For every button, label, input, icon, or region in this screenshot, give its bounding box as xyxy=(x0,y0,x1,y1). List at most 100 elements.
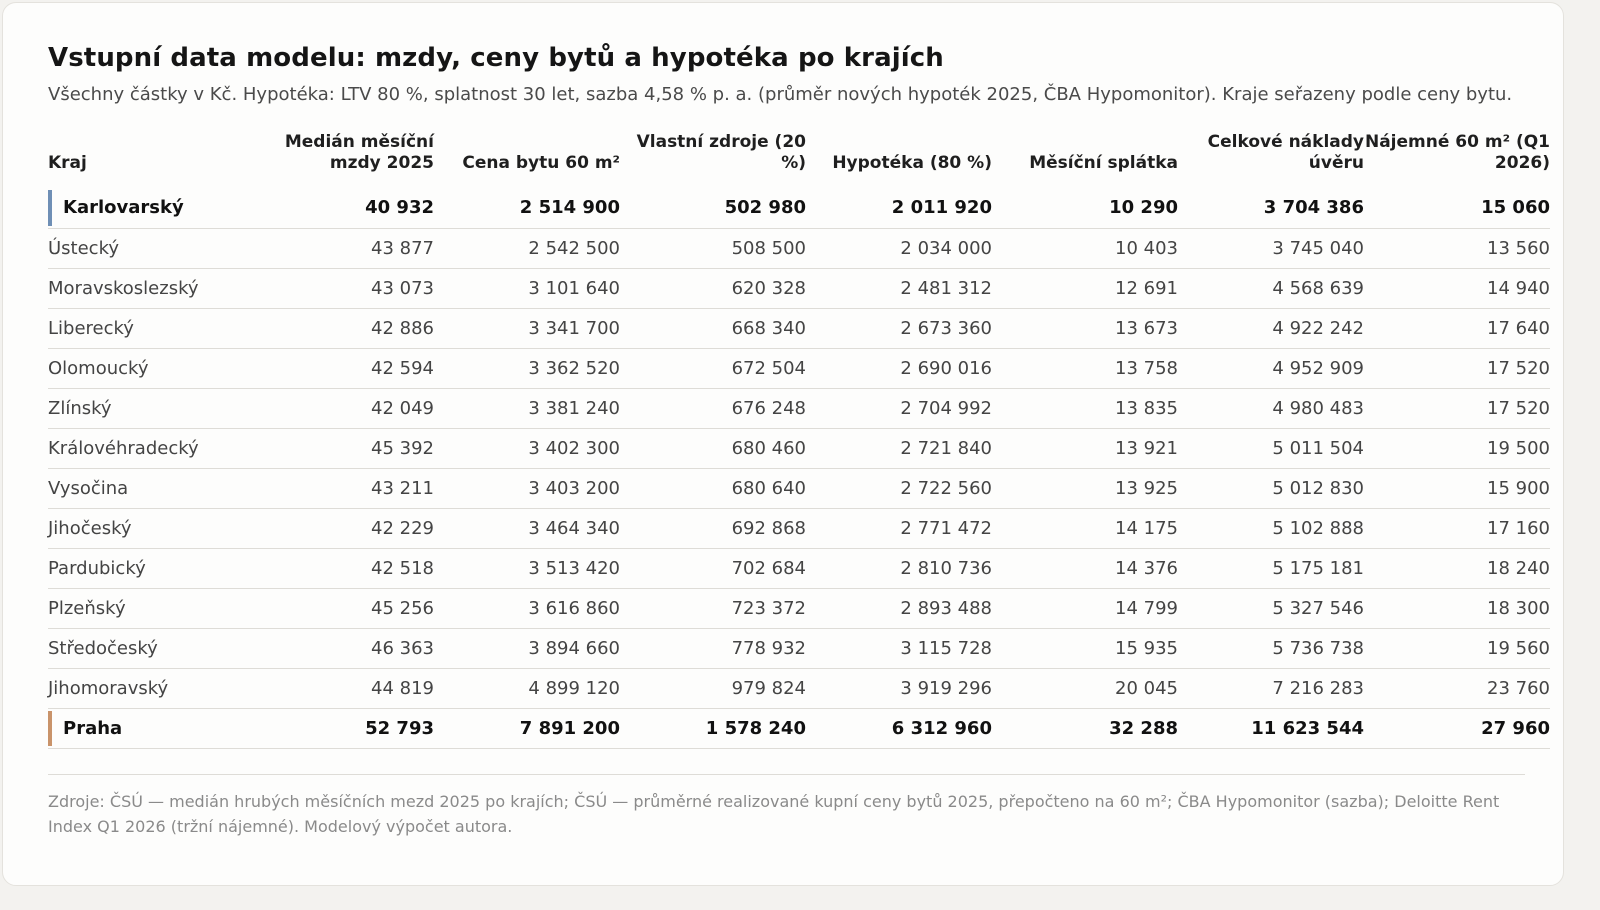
cell-splatka: 14 799 xyxy=(992,588,1178,629)
cell-najem: 23 760 xyxy=(1364,668,1550,709)
cell-value: 40 932 xyxy=(365,197,434,219)
cell-kraj: Praha xyxy=(48,708,248,749)
cell-kraj: Olomoucký xyxy=(48,348,248,389)
cell-zdroje: 1 578 240 xyxy=(620,708,806,749)
highlight-bar xyxy=(48,190,52,226)
cell-mzda: 43 211 xyxy=(248,468,434,509)
cell-mzda: 42 049 xyxy=(248,388,434,429)
cell-mzda: 44 819 xyxy=(248,668,434,709)
table-row: Ústecký 43 877 2 542 500 508 500 2 034 000 10… xyxy=(48,228,1550,269)
cell-value: 19 560 xyxy=(1487,637,1550,659)
cell-naklady: 4 980 483 xyxy=(1178,388,1364,429)
cell-splatka: 13 758 xyxy=(992,348,1178,389)
cell-splatka: 13 835 xyxy=(992,388,1178,429)
cell-naklady: 4 568 639 xyxy=(1178,268,1364,309)
cell-cena: 3 616 860 xyxy=(434,588,620,629)
cell-value: 46 363 xyxy=(371,637,434,659)
cell-value: 680 640 xyxy=(731,477,806,499)
cell-najem: 17 160 xyxy=(1364,508,1550,549)
cell-value: 17 520 xyxy=(1487,357,1550,379)
cell-zdroje: 508 500 xyxy=(620,228,806,269)
cell-value: 3 745 040 xyxy=(1272,237,1364,259)
cell-value: 668 340 xyxy=(731,317,806,339)
cell-naklady: 4 952 909 xyxy=(1178,348,1364,389)
cell-cena: 7 891 200 xyxy=(434,708,620,749)
cell-cena: 3 101 640 xyxy=(434,268,620,309)
cell-najem: 17 520 xyxy=(1364,388,1550,429)
cell-value: 10 290 xyxy=(1109,197,1178,219)
table-body: Karlovarský 40 932 2 514 900 502 980 2 011 9… xyxy=(48,188,1550,749)
cell-mzda: 46 363 xyxy=(248,628,434,669)
cell-najem: 17 640 xyxy=(1364,308,1550,349)
cell-value: 45 256 xyxy=(371,597,434,619)
header-hypoteka: Hypotéka (80 %) xyxy=(832,153,992,173)
cell-value: 1 578 240 xyxy=(705,717,806,739)
cell-value: 680 460 xyxy=(731,437,806,459)
cell-value: 14 175 xyxy=(1115,517,1178,539)
cell-splatka: 12 691 xyxy=(992,268,1178,309)
cell-value: 4 899 120 xyxy=(528,677,620,699)
cell-naklady: 5 012 830 xyxy=(1178,468,1364,509)
cell-mzda: 42 518 xyxy=(248,548,434,589)
cell-cena: 4 899 120 xyxy=(434,668,620,709)
cell-value: 723 372 xyxy=(731,597,806,619)
cell-hypoteka: 2 722 560 xyxy=(806,468,992,509)
cell-value: 2 690 016 xyxy=(900,357,992,379)
cell-value: 43 877 xyxy=(371,237,434,259)
cell-value: 5 011 504 xyxy=(1272,437,1364,459)
cell-value: 15 900 xyxy=(1487,477,1550,499)
cell-value: 3 616 860 xyxy=(528,597,620,619)
cell-cena: 3 341 700 xyxy=(434,308,620,349)
cell-najem: 18 300 xyxy=(1364,588,1550,629)
cell-mzda: 40 932 xyxy=(248,188,434,229)
cell-zdroje: 702 684 xyxy=(620,548,806,589)
cell-najem: 17 520 xyxy=(1364,348,1550,389)
cell-najem: 19 560 xyxy=(1364,628,1550,669)
cell-naklady: 5 327 546 xyxy=(1178,588,1364,629)
cell-value: 2 481 312 xyxy=(900,277,992,299)
cell-value: 3 704 386 xyxy=(1263,197,1364,219)
cell-value: 32 288 xyxy=(1109,717,1178,739)
cell-kraj: Jihočeský xyxy=(48,508,248,549)
cell-value: 13 673 xyxy=(1115,317,1178,339)
cell-value: 13 835 xyxy=(1115,397,1178,419)
cell-value: 14 799 xyxy=(1115,597,1178,619)
cell-value: 3 341 700 xyxy=(528,317,620,339)
cell-value: 3 381 240 xyxy=(528,397,620,419)
cell-splatka: 32 288 xyxy=(992,708,1178,749)
cell-value: Moravskoslezský xyxy=(48,277,199,299)
table-row: Moravskoslezský 43 073 3 101 640 620 328 2 4… xyxy=(48,268,1550,309)
cell-value: Jihočeský xyxy=(48,517,132,539)
cell-value: 2 722 560 xyxy=(900,477,992,499)
cell-hypoteka: 2 893 488 xyxy=(806,588,992,629)
cell-value: 3 464 340 xyxy=(528,517,620,539)
cell-hypoteka: 2 034 000 xyxy=(806,228,992,269)
cell-value: 672 504 xyxy=(731,357,806,379)
cell-value: 778 932 xyxy=(731,637,806,659)
table-row: Pardubický 42 518 3 513 420 702 684 2 810 73… xyxy=(48,548,1550,589)
cell-value: 2 771 472 xyxy=(900,517,992,539)
cell-value: Zlínský xyxy=(48,397,112,419)
cell-naklady: 7 216 283 xyxy=(1178,668,1364,709)
cell-value: 702 684 xyxy=(731,557,806,579)
cell-mzda: 45 256 xyxy=(248,588,434,629)
cell-value: 45 392 xyxy=(371,437,434,459)
page-subtitle: Všechny částky v Kč. Hypotéka: LTV 80 %,… xyxy=(48,84,1513,105)
table-row: Středočeský 46 363 3 894 660 778 932 3 115 7… xyxy=(48,628,1550,669)
table-row: Liberecký 42 886 3 341 700 668 340 2 673 360… xyxy=(48,308,1550,349)
header-mzda: Medián měsíční mzdy 2025 xyxy=(284,132,434,173)
cell-value: Pardubický xyxy=(48,557,146,579)
cell-value: Liberecký xyxy=(48,317,134,339)
cell-value: 2 704 992 xyxy=(900,397,992,419)
cell-value: 42 049 xyxy=(371,397,434,419)
cell-zdroje: 620 328 xyxy=(620,268,806,309)
table-row: Praha 52 793 7 891 200 1 578 240 6 312 960 32… xyxy=(48,708,1550,749)
cell-value: 3 362 520 xyxy=(528,357,620,379)
cell-value: 5 012 830 xyxy=(1272,477,1364,499)
cell-value: 7 216 283 xyxy=(1272,677,1364,699)
cell-value: 20 045 xyxy=(1115,677,1178,699)
cell-value: 5 102 888 xyxy=(1272,517,1364,539)
cell-value: Královéhradecký xyxy=(48,437,199,459)
cell-value: 43 211 xyxy=(371,477,434,499)
cell-value: 2 542 500 xyxy=(528,237,620,259)
